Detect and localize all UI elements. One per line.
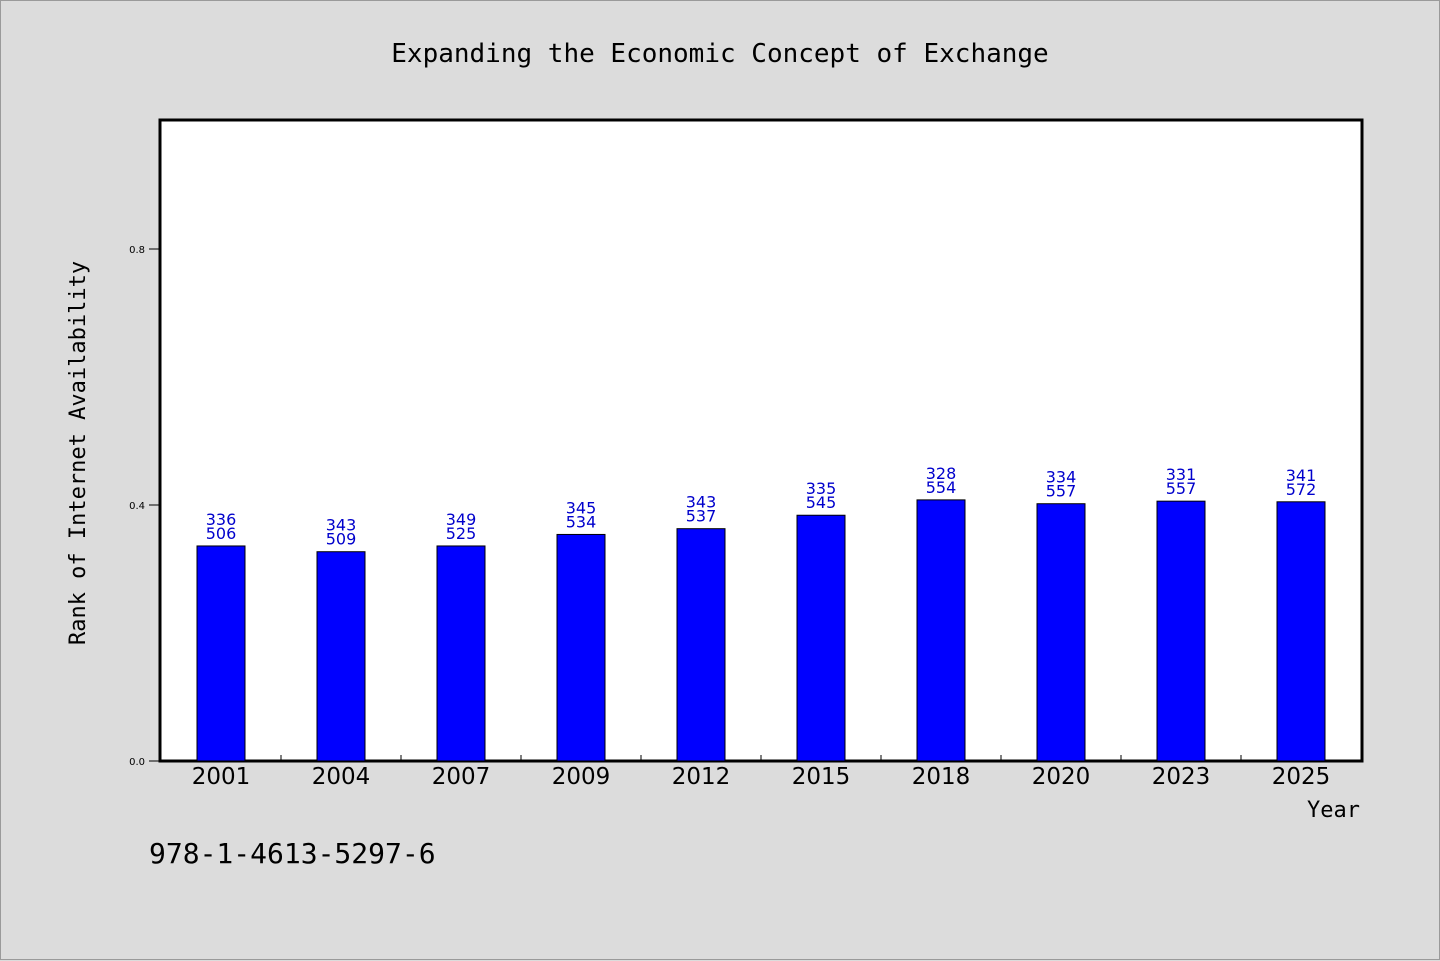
x-tick-label: 2001	[192, 764, 251, 790]
chart-title: Expanding the Economic Concept of Exchan…	[391, 39, 1048, 69]
bar-label-top: 345	[566, 498, 597, 517]
bar-label-top: 349	[446, 510, 477, 529]
bar-label-bottom: 557	[1166, 479, 1197, 498]
x-tick-label: 2015	[792, 764, 851, 790]
bar-label-top: 335	[806, 479, 837, 498]
x-axis-title: Year	[1307, 798, 1360, 823]
bar	[916, 499, 966, 762]
x-tick-label: 2004	[312, 764, 371, 790]
bar-label-bottom: 557	[1046, 482, 1077, 501]
axes-layer: 2001 2004 2007 2009 2012 2015 2018 2020 2023 2025…	[129, 245, 1330, 790]
x-tick-label: 2009	[552, 764, 611, 790]
bar	[1036, 503, 1086, 762]
bar	[436, 545, 486, 762]
y-tick-label: 0.8	[129, 245, 145, 256]
x-tick-label: 2007	[432, 764, 491, 790]
bar-label-bottom: 545	[806, 493, 837, 512]
x-tick-label: 2023	[1152, 764, 1211, 790]
bar-label-top: 328	[926, 464, 957, 483]
bar-label-bottom: 509	[326, 530, 357, 549]
bar-label-top: 343	[686, 493, 717, 512]
isbn-footnote: 978-1-4613-5297-6	[149, 837, 436, 870]
bar	[556, 533, 606, 762]
bar-label-top: 343	[326, 516, 357, 535]
bar-label-bottom: 506	[206, 524, 237, 543]
x-tick-label: 2020	[1032, 764, 1091, 790]
x-tick-label: 2012	[672, 764, 731, 790]
x-tick-label: 2025	[1272, 764, 1331, 790]
bar	[316, 551, 366, 762]
bar-label-bottom: 537	[686, 507, 717, 526]
bar-label-bottom: 554	[926, 478, 957, 497]
bar-label-top: 331	[1166, 465, 1197, 484]
x-tick-label: 2018	[912, 764, 971, 790]
bar-label-top: 336	[206, 510, 237, 529]
bar	[676, 528, 726, 762]
bar-label-top: 341	[1286, 466, 1317, 485]
y-tick-label: 0.0	[129, 757, 145, 768]
bar-label-bottom: 525	[446, 524, 477, 543]
y-tick-label: 0.4	[129, 501, 145, 512]
bar	[196, 545, 246, 762]
bar	[796, 514, 846, 762]
y-axis-title: Rank of Internet Availability	[66, 261, 91, 645]
bar-label-top: 334	[1046, 468, 1077, 487]
bar	[1276, 501, 1326, 762]
bar	[1156, 500, 1206, 762]
bar-label-bottom: 534	[566, 512, 597, 531]
bar-label-bottom: 572	[1286, 480, 1317, 499]
